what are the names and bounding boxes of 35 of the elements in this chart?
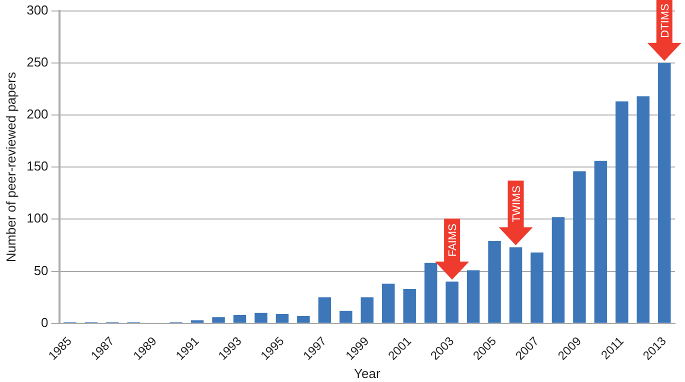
y-tick-label: 150 <box>26 158 48 174</box>
y-tick-label: 100 <box>26 210 48 226</box>
bar <box>616 101 628 323</box>
bar <box>340 310 352 323</box>
y-tick-label: 300 <box>26 2 48 18</box>
bar <box>594 160 608 323</box>
y-axis-title: Number of peer-reviewed papers <box>3 72 18 262</box>
bar <box>318 297 332 323</box>
annotation: DTIMS <box>659 4 672 38</box>
bar <box>573 171 586 323</box>
bar <box>190 320 204 323</box>
bar <box>276 314 289 323</box>
x-axis-title: Year <box>354 366 381 381</box>
annotation: FAIMS <box>447 224 460 257</box>
y-tick-label: 200 <box>26 106 48 122</box>
bar <box>360 297 374 323</box>
bar <box>233 315 246 323</box>
bar <box>424 262 438 323</box>
bar <box>254 312 268 323</box>
bar <box>382 284 395 323</box>
bar <box>212 317 225 323</box>
bar <box>403 288 416 323</box>
y-tick-label: 50 <box>34 262 48 278</box>
bar <box>552 217 565 323</box>
bar <box>446 282 458 323</box>
bar <box>488 241 501 323</box>
bar <box>509 247 522 323</box>
bar <box>530 252 544 323</box>
bar <box>658 62 671 323</box>
bar <box>636 96 650 323</box>
bar <box>297 316 310 323</box>
y-tick-label: 0 <box>41 314 48 330</box>
bar <box>466 270 480 323</box>
annotation: TWIMS <box>510 186 523 222</box>
y-tick-label: 250 <box>26 54 48 70</box>
